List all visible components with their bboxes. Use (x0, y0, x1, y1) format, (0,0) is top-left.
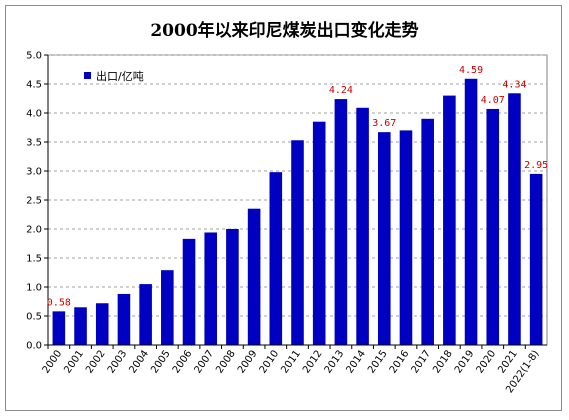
y-tick-label: 1.0 (26, 283, 42, 294)
x-tick-label: 2005 (149, 348, 173, 375)
x-tick-label: 2009 (236, 348, 260, 375)
x-tick-label: 2013 (323, 348, 347, 375)
y-tick-label: 2.0 (26, 225, 42, 236)
y-tick-label: 0.5 (26, 312, 42, 323)
bar (269, 172, 283, 345)
x-tick-label: 2012 (301, 348, 325, 375)
bar (464, 78, 478, 345)
y-tick-label: 2.5 (26, 196, 42, 207)
y-tick-label: 4.5 (26, 80, 42, 91)
y-tick-label: 3.5 (26, 138, 42, 149)
x-tick-label: 2010 (258, 348, 282, 375)
bar (226, 229, 239, 345)
x-tick-label: 2014 (344, 348, 368, 375)
x-tick-label: 2001 (62, 348, 86, 375)
bar (356, 107, 369, 345)
data-label: 2.95 (524, 160, 548, 171)
legend: 出口/亿吨 (84, 69, 144, 83)
bar (377, 132, 391, 345)
y-tick-label: 4.0 (26, 109, 42, 120)
data-labels: 0.58 4.24 3.67 4.59 4.07 4.34 2.95 (47, 65, 548, 309)
x-tick-label: 2016 (388, 348, 412, 375)
legend-swatch (84, 72, 91, 79)
data-label: 4.34 (502, 79, 526, 90)
x-tick-label: 2019 (453, 348, 477, 375)
bar (74, 307, 87, 345)
y-tick-label: 3.0 (26, 167, 42, 178)
data-label: 3.67 (372, 118, 396, 129)
y-tick-label: 0.0 (26, 341, 42, 352)
data-label: 4.07 (481, 95, 505, 106)
x-tick-label: 2020 (475, 348, 499, 375)
bar (334, 99, 348, 345)
x-tick-label: 2017 (410, 348, 434, 375)
y-tick-label: 5.0 (26, 51, 42, 62)
x-tick-label: 2018 (431, 348, 455, 375)
bar (117, 293, 131, 345)
bar (161, 270, 174, 345)
x-tick-label: 2003 (106, 348, 130, 375)
bar (399, 130, 413, 345)
data-label: 4.59 (459, 65, 483, 76)
y-axis: 0.0 0.5 1.0 1.5 2.0 2.5 3.0 3.5 4.0 4.5 5.0 (26, 51, 49, 352)
x-tick-label: 2004 (127, 348, 151, 375)
bar (182, 238, 196, 345)
bar (247, 208, 261, 345)
bar (529, 173, 543, 345)
x-tick-label: 2015 (366, 348, 390, 375)
bar (95, 303, 109, 345)
chart-title: 2000年以来印尼煤炭出口变化走势 (150, 21, 419, 41)
x-tick-label: 2007 (193, 348, 217, 375)
bar (204, 232, 218, 345)
bar (486, 108, 500, 345)
bar (139, 284, 152, 345)
x-tick-label: 2011 (279, 348, 303, 375)
bar (421, 118, 434, 345)
y-tick-label: 1.5 (26, 254, 42, 265)
x-axis: 2000200120022003200420052006200720082009… (41, 344, 547, 395)
data-label: 0.58 (47, 297, 71, 308)
x-tick-label: 2000 (41, 348, 65, 375)
legend-label: 出口/亿吨 (96, 69, 144, 83)
bars (52, 78, 543, 345)
bar (443, 95, 456, 345)
x-tick-label: 2008 (214, 348, 238, 375)
x-tick-label: 2006 (171, 348, 195, 375)
bar (52, 311, 66, 345)
bar (508, 93, 521, 345)
x-tick-label: 2002 (84, 348, 108, 375)
bar (291, 140, 304, 345)
bar (312, 121, 326, 345)
data-label: 4.24 (329, 85, 353, 96)
